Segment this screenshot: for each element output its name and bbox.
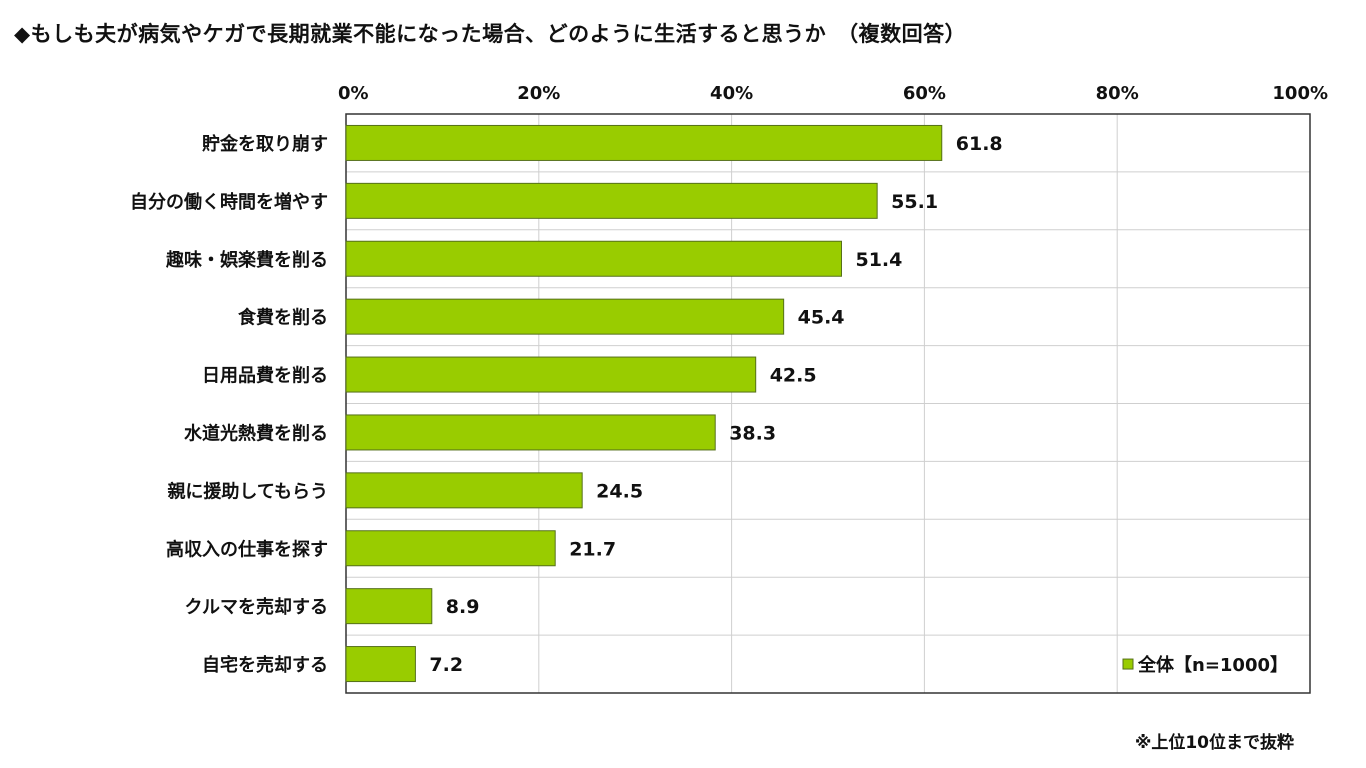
bar (345, 646, 416, 683)
bar (345, 124, 943, 161)
data-label: 51.4 (855, 249, 902, 271)
data-label: 45.4 (798, 307, 845, 329)
data-label: 42.5 (770, 365, 817, 387)
bar (345, 414, 716, 451)
category-label: 水道光熱費を削る (184, 422, 328, 444)
legend-swatch (1122, 658, 1134, 670)
x-tick-label: 40% (710, 83, 753, 104)
category-label: 趣味・娯楽費を削る (165, 249, 328, 271)
category-label: 日用品費を削る (202, 365, 328, 387)
data-label: 8.9 (446, 596, 480, 618)
data-label: 7.2 (429, 654, 463, 676)
bar (345, 588, 433, 625)
category-label: 自分の働く時間を増やす (130, 191, 328, 213)
bar (345, 240, 842, 277)
category-label: 自宅を売却する (202, 654, 328, 676)
bar (345, 530, 556, 567)
plot-frame (345, 113, 1311, 694)
category-label: 高収入の仕事を探す (166, 538, 328, 560)
data-label: 24.5 (596, 480, 643, 502)
data-label: 61.8 (956, 133, 1003, 155)
data-label: 38.3 (729, 422, 776, 444)
x-tick-label: 0% (338, 83, 369, 104)
category-label: 食費を削る (237, 307, 328, 329)
x-tick-label: 100% (1272, 83, 1328, 104)
bar (345, 356, 757, 393)
bar (345, 182, 878, 219)
x-tick-label: 60% (903, 83, 946, 104)
category-label: 親に援助してもらう (167, 480, 328, 502)
bar (345, 472, 583, 509)
bar (345, 298, 785, 335)
data-label: 55.1 (891, 191, 938, 213)
x-tick-label: 80% (1096, 83, 1139, 104)
footnote: ※上位10位まで抜粋 (1134, 733, 1294, 753)
category-label: 貯金を取り崩す (202, 133, 328, 155)
legend-label: 全体【n=1000】 (1137, 654, 1288, 676)
category-label: クルマを売却する (185, 596, 328, 618)
chart-title: ◆もしも夫が病気やケガで長期就業不能になった場合、どのように生活すると思うか （… (14, 22, 967, 46)
data-label: 21.7 (569, 538, 616, 560)
x-tick-label: 20% (517, 83, 560, 104)
